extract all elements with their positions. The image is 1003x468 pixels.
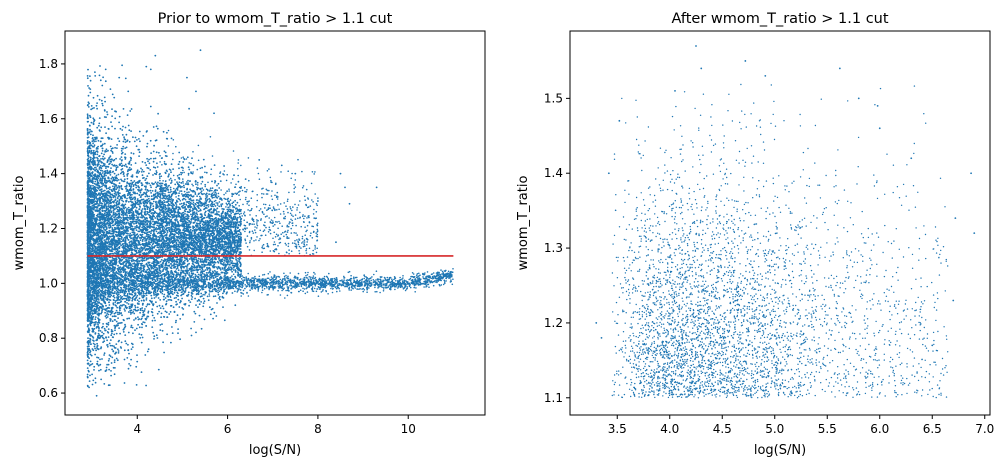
data-point: [931, 344, 934, 347]
right-plot-frame: [569, 30, 991, 416]
data-point: [618, 119, 621, 122]
y-tick-label: 1.5: [544, 91, 563, 105]
data-point: [127, 90, 130, 93]
y-tick-label: 0.8: [39, 331, 58, 345]
data-point: [695, 45, 697, 47]
right-marks: [595, 45, 976, 347]
data-point: [700, 67, 703, 70]
y-tick-label: 1.2: [39, 221, 58, 235]
y-tick-label: 1.0: [39, 276, 58, 290]
data-point: [149, 68, 152, 71]
data-point: [600, 337, 603, 339]
data-point: [335, 241, 337, 244]
data-point: [100, 378, 103, 381]
left-y-ticks: 0.6 0.8 1.0 1.2 1.4 1.6 1.8: [39, 57, 65, 400]
x-tick-label: 6: [224, 422, 232, 436]
x-tick-label: 6.0: [870, 422, 889, 436]
y-tick-label: 0.6: [39, 386, 58, 400]
x-tick-label: 7.0: [975, 422, 994, 436]
right-point-cloud: [611, 83, 949, 399]
right-scatter-chart: 3.5 4.0 4.5 5.0 5.5 6.0 6.5 7.0 1.1 1.2 1.3 1.4 1.5…: [516, 11, 994, 458]
y-tick-label: 1.6: [39, 112, 58, 126]
right-chart-title: After wmom_T_ratio > 1.1 cut: [671, 11, 888, 27]
x-tick-label: 6.5: [923, 422, 942, 436]
x-tick-label: 4.0: [660, 422, 679, 436]
data-point: [375, 186, 378, 189]
x-tick-label: 5.5: [818, 422, 837, 436]
data-point: [244, 178, 247, 181]
right-y-ticks: 1.1 1.2 1.3 1.4 1.5: [544, 91, 570, 405]
data-point: [952, 299, 955, 302]
y-tick-label: 1.3: [544, 241, 563, 255]
x-tick-label: 3.5: [608, 422, 627, 436]
data-point: [145, 65, 148, 68]
data-point: [118, 76, 121, 79]
y-tick-label: 1.2: [544, 316, 563, 330]
data-point: [970, 172, 972, 175]
data-point: [95, 394, 98, 397]
data-point: [154, 54, 157, 57]
x-tick-label: 10: [401, 422, 416, 436]
data-point: [113, 359, 116, 362]
data-point: [595, 322, 598, 324]
x-tick-label: 4.5: [713, 422, 732, 436]
data-point: [317, 200, 319, 202]
data-point: [910, 157, 913, 160]
right-x-axis-label: log(S/N): [754, 443, 806, 458]
y-tick-label: 1.4: [544, 166, 563, 180]
right-y-axis-label: wmom_T_ratio: [516, 176, 531, 271]
data-point: [973, 232, 976, 235]
data-point: [294, 172, 297, 175]
data-point: [838, 67, 841, 70]
y-tick-label: 1.8: [39, 57, 58, 71]
data-point: [878, 127, 881, 130]
data-point: [104, 370, 107, 373]
data-point: [267, 208, 270, 211]
left-x-axis-label: log(S/N): [249, 443, 301, 458]
y-tick-label: 1.4: [39, 167, 58, 181]
data-point: [258, 159, 261, 161]
data-point: [857, 97, 860, 100]
x-tick-label: 8: [314, 422, 322, 436]
left-marks: [87, 49, 454, 397]
data-point: [213, 112, 215, 115]
data-point: [674, 89, 676, 92]
left-x-ticks: 4 6 8 10: [133, 415, 416, 436]
data-point: [307, 216, 310, 219]
data-point: [744, 60, 747, 62]
x-tick-label: 5.0: [765, 422, 784, 436]
right-x-ticks: 3.5 4.0 4.5 5.0 5.5 6.0 6.5 7.0: [608, 415, 994, 436]
left-plot-frame: [64, 30, 486, 416]
left-scatter-chart: 4 6 8 10 0.6 0.8 1.0 1.2 1.4 1.6 1.8 Prior to wmo…: [12, 11, 486, 458]
data-point: [199, 49, 202, 52]
data-point: [954, 217, 957, 220]
data-point: [607, 172, 610, 175]
left-y-axis-label: wmom_T_ratio: [12, 176, 27, 271]
left-chart-title: Prior to wmom_T_ratio > 1.1 cut: [158, 11, 393, 27]
y-tick-label: 1.1: [544, 391, 563, 405]
data-point: [195, 90, 197, 93]
data-point: [348, 202, 351, 205]
x-tick-label: 4: [133, 422, 141, 436]
data-point: [764, 75, 767, 77]
data-point: [280, 164, 283, 167]
data-point: [344, 186, 346, 189]
data-point: [186, 76, 188, 79]
data-point: [876, 104, 879, 107]
data-point: [339, 172, 342, 175]
